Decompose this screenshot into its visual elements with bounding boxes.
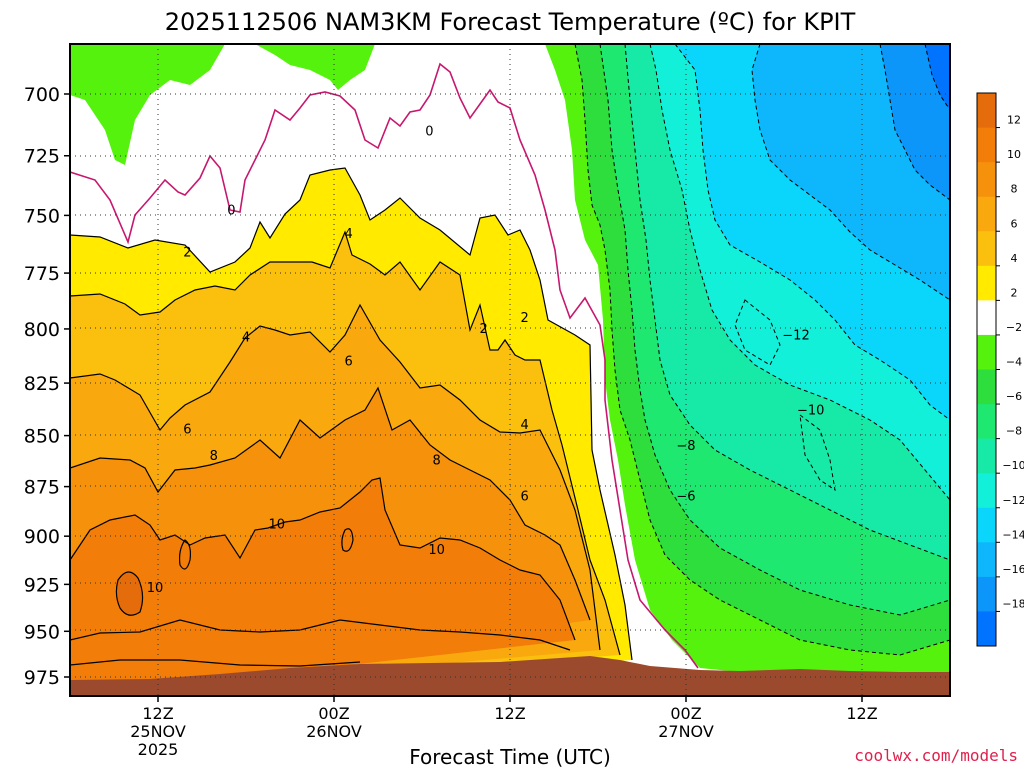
y-tick-label: 725	[24, 146, 60, 168]
colorbar-label: 10	[1007, 148, 1021, 161]
contour-label: 10	[428, 543, 445, 558]
colorbar: 12 10 8 6 4 2 −2 −4 −6 −8 −10 −12 −14 −16 −18	[976, 92, 1024, 647]
x-tick-label: 12Z	[846, 704, 877, 723]
y-tick-label: 900	[24, 526, 60, 548]
y-tick-label: 700	[24, 84, 60, 106]
y-tick-label: 825	[24, 373, 60, 395]
contour-label: 2	[183, 246, 191, 261]
y-tick-label: 925	[24, 574, 60, 596]
contour-label: 4	[345, 227, 353, 242]
zero-isotherm	[70, 62, 699, 669]
colorbar-segment	[977, 127, 996, 163]
colorbar-label: 6	[1011, 217, 1018, 230]
temperature-fills	[70, 44, 950, 696]
colorbar-label: −10	[1002, 459, 1024, 472]
contour-label: 10	[269, 517, 286, 532]
y-tick-label: 775	[24, 263, 60, 285]
x-tick-label: 00Z	[318, 704, 349, 723]
y-tick-label: 750	[24, 205, 60, 227]
colorbar-segment	[977, 93, 996, 129]
contour-label: 6	[345, 355, 353, 370]
contour-label: 2	[479, 322, 487, 337]
colorbar-label: 2	[1011, 286, 1018, 299]
colorbar-label: −18	[1002, 597, 1024, 610]
contour-label: 4	[521, 418, 529, 433]
watermark: coolwx.com/models	[854, 746, 1018, 765]
fill-over-10	[70, 478, 575, 696]
colorbar-segment	[977, 438, 996, 474]
x-tick-label: 12Z	[142, 704, 173, 723]
contour-label: −12	[782, 329, 809, 344]
colorbar-segment	[977, 369, 996, 405]
colorbar-label: 12	[1007, 114, 1021, 127]
x-tick-label: 25NOV	[130, 722, 186, 741]
y-tick-label: 800	[24, 319, 60, 341]
colorbar-segment	[977, 231, 996, 267]
contour-label: 2	[521, 311, 529, 326]
contour-label: 6	[521, 490, 529, 505]
colorbar-segment	[977, 300, 996, 336]
colorbar-segment	[977, 162, 996, 198]
colorbar-label: 4	[1011, 252, 1018, 265]
fill-upper-left-cold	[70, 44, 225, 165]
y-tick-label: 875	[24, 477, 60, 499]
x-tick-label: 27NOV	[658, 722, 714, 741]
contour-label: 8	[210, 449, 218, 464]
colorbar-segment	[977, 196, 996, 232]
contour-label: −6	[676, 490, 695, 505]
fill-under-minus18	[925, 44, 950, 110]
colorbar-segment	[977, 265, 996, 301]
colorbar-label: −14	[1002, 528, 1024, 541]
contour-label: 8	[433, 453, 441, 468]
x-axis-title: Forecast Time (UTC)	[409, 745, 611, 768]
contour-label: 10	[147, 581, 164, 596]
y-tick-label: 950	[24, 621, 60, 643]
contour-label: 6	[183, 422, 191, 437]
colorbar-label: −6	[1006, 390, 1022, 403]
fill-upper-mid-cold	[255, 44, 375, 90]
fill-under-minus16	[880, 44, 950, 200]
colorbar-label: −12	[1002, 494, 1024, 507]
y-tick-label: 850	[24, 426, 60, 448]
colorbar-segment	[977, 576, 996, 612]
contour-label: 0	[227, 204, 235, 219]
terrain	[70, 656, 950, 696]
colorbar-segment	[977, 404, 996, 440]
colorbar-segment	[977, 507, 996, 543]
colorbar-segment	[977, 542, 996, 578]
chart-title: 2025112506 NAM3KM Forecast Temperature (…	[165, 8, 856, 36]
colorbar-segment	[977, 473, 996, 509]
colorbar-segment	[977, 334, 996, 370]
gridlines	[70, 44, 950, 696]
y-axis: 700 725 750 775 800 825 850 875 900 925 950 975	[24, 84, 70, 689]
colorbar-label: −8	[1006, 425, 1022, 438]
contour-label: −10	[797, 404, 824, 419]
contour-label: −8	[676, 439, 695, 454]
colorbar-label: −2	[1006, 321, 1022, 334]
x-tick-label: 26NOV	[306, 722, 362, 741]
warm-contours	[70, 167, 633, 667]
colorbar-label: 8	[1011, 183, 1018, 196]
contour-label: 4	[242, 331, 250, 346]
colorbar-label: −4	[1006, 356, 1022, 369]
x-tick-label: 2025	[138, 740, 179, 759]
x-tick-label: 00Z	[670, 704, 701, 723]
contour-labels: 0 0 2 2 2 4 4 4 6 6 6 8 8 10 10 10 −8 −6 −10 −12	[147, 124, 825, 596]
colorbar-label: −16	[1002, 563, 1024, 576]
colorbar-segment	[977, 611, 996, 647]
fill-core-12	[116, 571, 143, 616]
x-tick-label: 12Z	[494, 704, 525, 723]
y-tick-label: 975	[24, 667, 60, 689]
contour-label: 0	[425, 124, 433, 139]
